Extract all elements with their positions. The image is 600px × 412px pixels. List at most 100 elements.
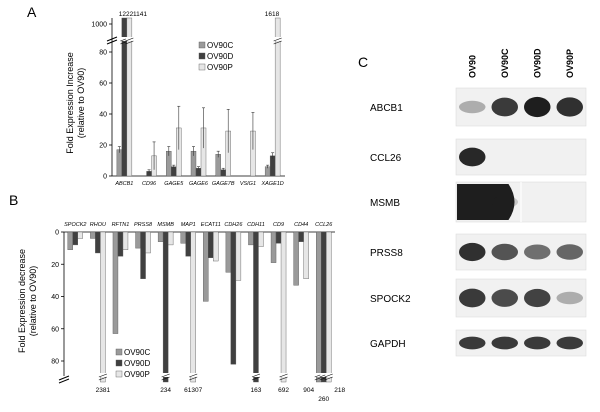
panel-b-bar-ov90p [280,231,287,383]
panel-b-bar-ov90c [157,231,164,242]
panel-b-letter: B [9,192,18,208]
blot-lane-label: OV90D [532,48,542,78]
panel-b-bar-ov90d [95,231,101,254]
blot-band [491,336,518,350]
blot-row-label: MSMB [370,198,400,209]
panel-b-break-label: 2381 [96,387,111,394]
panel-b-bar-ov90p [326,231,332,383]
panel-b-category-label: CD9 [273,222,284,228]
panel-b-category-label: CDH26 [224,222,243,228]
panel-a-ylabel-line1: Fold Expression Increase [65,52,75,154]
panel-b-bar-ov90c [316,231,322,383]
panel-b-bar-ov90c [112,231,119,334]
panel-b-bar-ov90d [275,231,282,244]
panel-b-bar-break-gap [315,373,323,377]
panel-b-bar-ov90d [230,231,237,365]
panel-b-bar-ov90p [77,231,83,239]
panel-b-legend-swatch [115,348,123,356]
panel-a-break-label: 1222 [119,11,134,18]
blot-band [491,289,518,307]
panel-b-ytick-label: 0 [55,230,59,237]
blot-lane-label: OV90P [565,49,575,78]
panel-b-bar-ov90c [225,231,232,273]
panel-b-bar-ov90p [235,231,242,281]
panel-a-category-label: GAGE5 [164,181,184,187]
panel-a-break-label: 1141 [133,11,147,18]
panel-b-bar-ov90c [135,231,141,249]
panel-b-category-label: CD44 [294,222,308,228]
panel-b-ytick-label: 80 [51,359,59,366]
chart-a: 0 20 40 60 80 1000 ABCB1 CD96 GAGE5 GAGE6 GAGE7B VS… [91,11,285,187]
panel-b-bar-ov90d [162,231,169,383]
panel-b-bar-break-mark [189,373,198,381]
blot-band [556,97,583,117]
panel-a-bar-break-gap [125,37,133,41]
blot-row-label: PRSS8 [370,248,403,259]
panel-b-bar-break-gap [325,373,333,377]
panel-a-legend-swatch [198,63,206,71]
blot-band [457,184,515,220]
panel-b-ytick-label: 40 [51,294,59,301]
panel-a-ytick-label: 1000 [91,22,107,29]
panel-b-category-label: MSMB [157,222,174,228]
panel-b-bar-ov90p [190,231,196,383]
blot-band [459,100,486,114]
panel-a-bar-ov90p [126,17,133,177]
blot-band [524,336,551,350]
panel-b-bar-break-gap [162,373,170,377]
blot-band [459,147,486,167]
panel-b-ylabel-line1: Fold Expression decrease [17,249,27,353]
panel-b-bar-ov90p [100,231,106,383]
panel-a-ytick-label: 80 [99,50,107,57]
blot-row-label: CCL26 [370,153,402,164]
panel-b-bar-ov90d [208,231,214,258]
blot-band [459,242,486,262]
panel-a-ylabel-line2: (relative to OV90) [76,68,86,139]
panel-a-ytick-label: 20 [99,143,107,150]
panel-a-bar-break-gap [120,37,128,41]
panel-a-bar-break-mark [273,37,282,45]
panel-b-category-label: PRSS8 [134,222,153,228]
panel-b-break-label: 218 [334,387,345,394]
panel-b-bar-ov90c [293,231,299,286]
panel-b-bar-ov90d [117,231,124,257]
panel-b-bar-break-gap [189,373,197,377]
panel-b-category-label: CCL26 [315,222,333,228]
blot-band [524,96,551,118]
panel-a-letter: A [27,4,37,20]
panel-b-bar-break-mark [279,373,288,381]
panel-b-category-label: RFTN1 [112,222,130,228]
panel-b-bar-break-gap [99,373,107,377]
panel-b-bar-ov90c [180,231,186,244]
blot-band [491,243,518,261]
panel-b-bar-ov90d [185,231,191,257]
panel-a-category-label: ABCB1 [114,181,133,187]
panel-b-bar-ov90p [145,231,151,254]
panel-a-break-label: 1618 [265,11,280,18]
panel-a-legend-label: OV90C [207,41,233,50]
blot-band [556,336,583,350]
panel-b-category-label: MAP1 [181,222,196,228]
panel-b-bar-ov90d [72,231,78,246]
panel-b-bar-break-mark [251,373,261,381]
panel-b-bar-ov90d [253,231,259,383]
panel-b-category-label: RHOU [90,222,106,228]
panel-b-legend-label: OV90C [124,348,150,357]
blot-band [524,244,551,260]
panel-a-ytick-label: 60 [99,81,107,88]
blot-lane-label: OV90C [500,48,510,78]
panel-a-ytick-label: 0 [103,174,107,181]
panel-b-ytick-label: 60 [51,326,59,333]
panel-b-bar-ov90c [248,231,254,246]
panel-a-axis-break [106,36,118,45]
panel-b-bar-ov90c [67,231,73,250]
panel-b-category-label: SPOCK2 [64,222,86,228]
blot-row-label: ABCB1 [370,103,403,114]
panel-b-bar-ov90p [213,231,219,262]
panel-a-ytick-label: 40 [99,112,107,119]
panel-b-bar-break-gap [280,373,288,377]
panel-b-bar-ov90p [122,231,129,250]
blot-band [524,288,551,308]
panel-b-bar-ov90p [167,231,174,246]
